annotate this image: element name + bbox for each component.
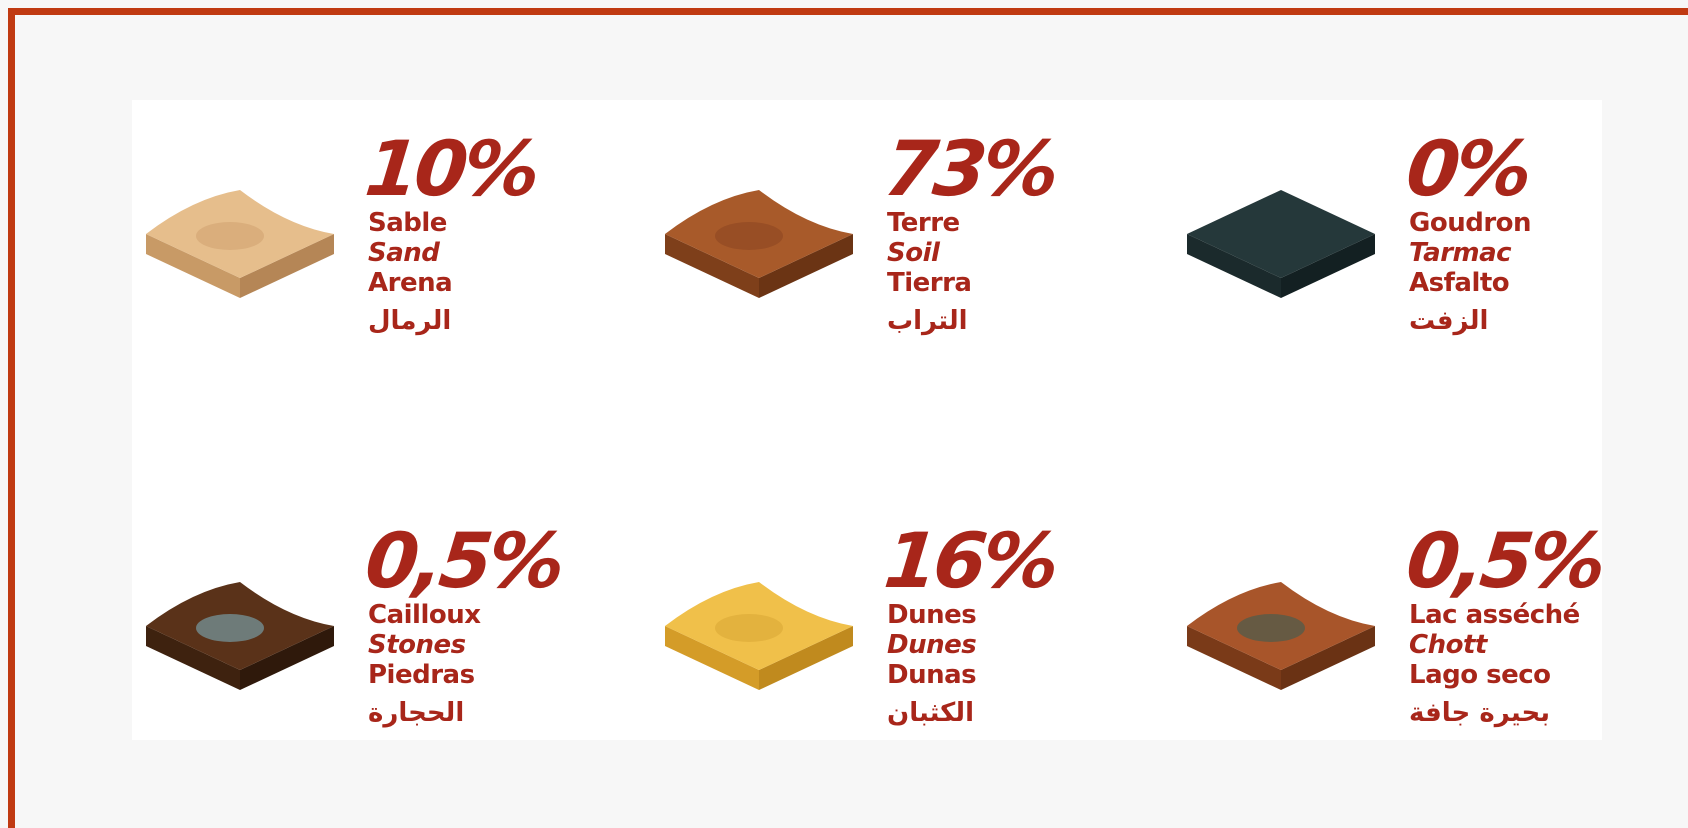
tile-side (1281, 626, 1375, 690)
tile-side (240, 626, 334, 690)
tile-side (1187, 234, 1281, 298)
terrain-item: 0,5% Lac asséché Chott Lago seco بحيرة جافة (1181, 516, 1681, 766)
name-fr: Terre (887, 208, 960, 238)
terrain-tile (1187, 582, 1375, 690)
tile-side (146, 234, 240, 298)
frame (8, 8, 15, 828)
name-en: Tarmac (1409, 238, 1512, 268)
name-en: Stones (368, 630, 466, 660)
percent-label: 0,5% (1402, 516, 1607, 605)
name-ar: التراب (887, 306, 968, 336)
name-es: Lago seco (1409, 660, 1551, 690)
tile-shade (715, 614, 783, 642)
tile-side (240, 234, 334, 298)
tile-shade (1237, 614, 1305, 642)
terrain-tile (665, 582, 853, 690)
tile-side (1187, 626, 1281, 690)
tile-side (146, 626, 240, 690)
percent-label: 73% (880, 124, 1060, 213)
terrain-item: 16% Dunes Dunes Dunas الكثبان (659, 516, 1159, 766)
name-es: Piedras (368, 660, 475, 690)
terrain-tile (1187, 190, 1375, 298)
terrain-item: 10% Sable Sand Arena الرمال (140, 124, 640, 374)
name-ar: الزفت (1409, 306, 1489, 336)
name-ar: بحيرة جافة (1409, 698, 1550, 728)
terrain-tile (146, 190, 334, 298)
terrain-tile (146, 582, 334, 690)
tile-side (1281, 234, 1375, 298)
name-en: Sand (368, 238, 440, 268)
name-es: Tierra (887, 268, 972, 298)
name-fr: Sable (368, 208, 447, 238)
tile-side (759, 626, 853, 690)
frame (8, 8, 1688, 15)
percent-label: 0% (1402, 124, 1533, 213)
tile-top (1187, 190, 1375, 278)
name-es: Arena (368, 268, 453, 298)
name-es: Dunas (887, 660, 977, 690)
tile-shade (715, 222, 783, 250)
tile-shade (196, 222, 264, 250)
tile-side (759, 234, 853, 298)
name-fr: Cailloux (368, 600, 481, 630)
name-fr: Lac asséché (1409, 600, 1580, 630)
name-es: Asfalto (1409, 268, 1510, 298)
name-ar: الكثبان (887, 698, 974, 728)
name-en: Soil (887, 238, 940, 268)
terrain-item: 0% Goudron Tarmac Asfalto الزفت (1181, 124, 1681, 374)
percent-label: 16% (880, 516, 1060, 605)
name-en: Chott (1409, 630, 1487, 660)
name-ar: الرمال (368, 306, 452, 336)
name-ar: الحجارة (368, 698, 465, 728)
name-fr: Dunes (887, 600, 977, 630)
tile-side (665, 234, 759, 298)
percent-label: 10% (361, 124, 541, 213)
tile-side (665, 626, 759, 690)
terrain-tile (665, 190, 853, 298)
percent-label: 0,5% (361, 516, 566, 605)
tile-shade (196, 614, 264, 642)
name-en: Dunes (887, 630, 977, 660)
name-fr: Goudron (1409, 208, 1532, 238)
terrain-item: 0,5% Cailloux Stones Piedras الحجارة (140, 516, 640, 766)
terrain-item: 73% Terre Soil Tierra التراب (659, 124, 1159, 374)
